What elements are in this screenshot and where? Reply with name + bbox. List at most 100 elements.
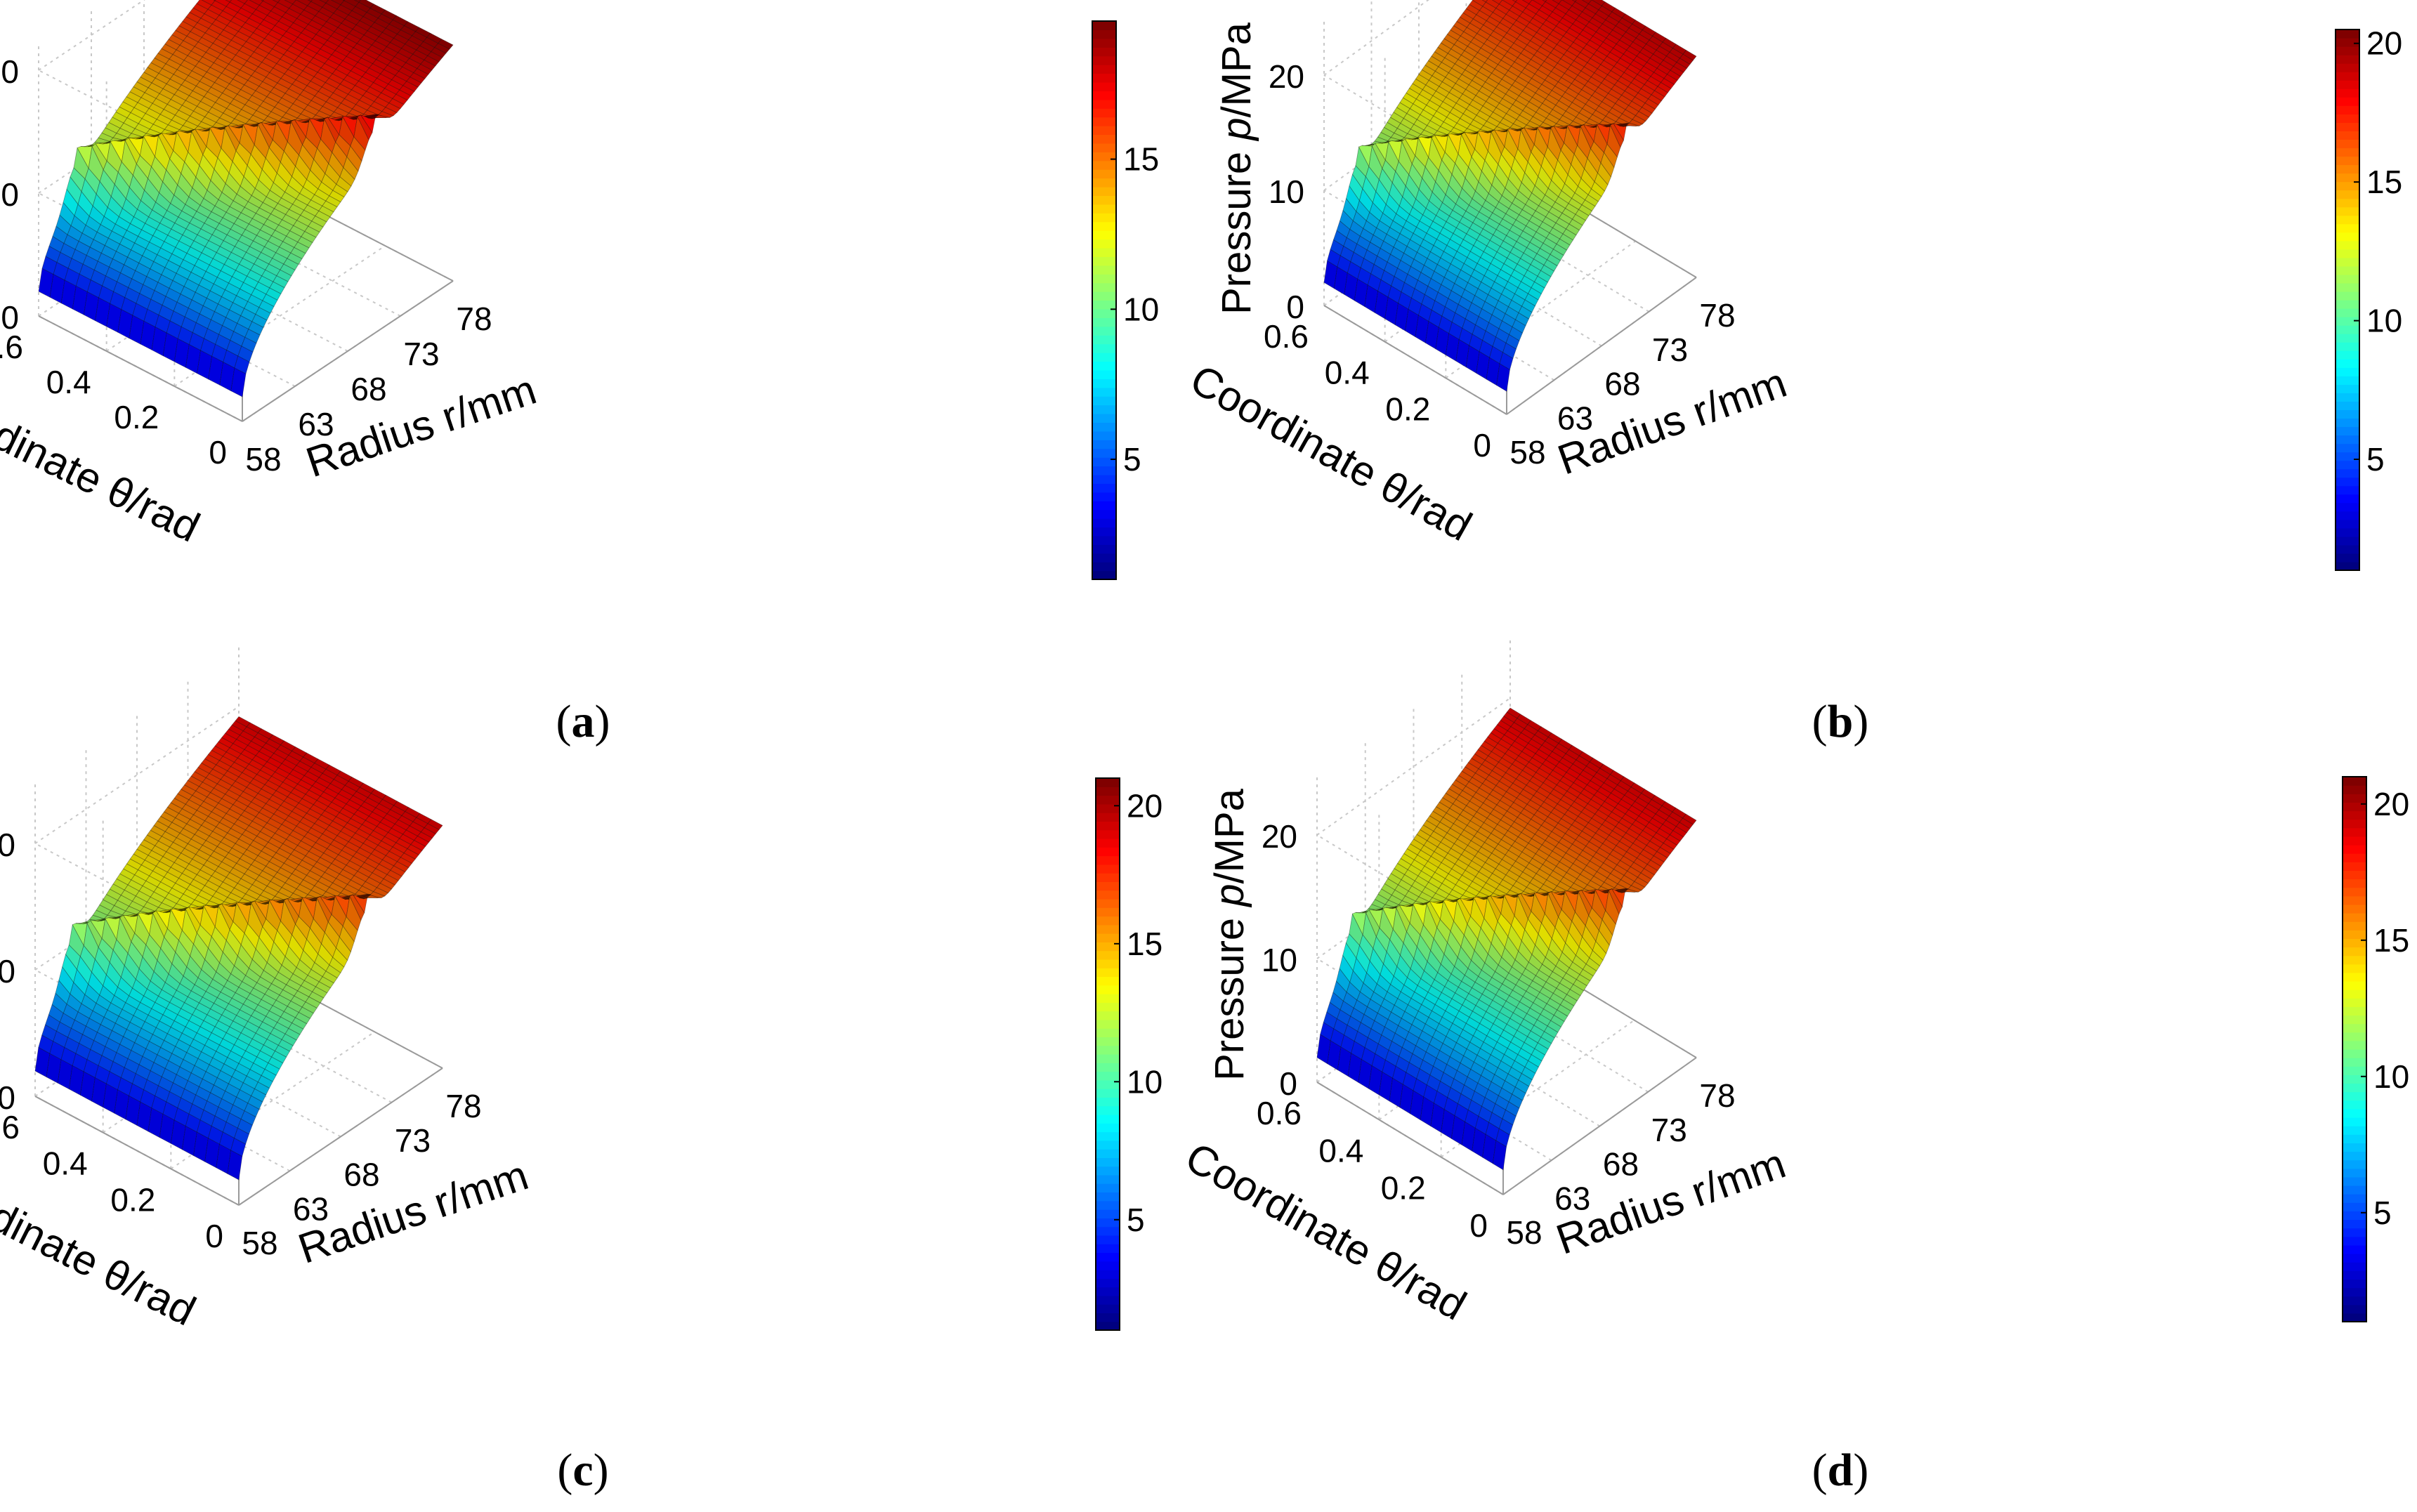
z-title-suffix: /MPa <box>1214 22 1259 117</box>
colorbar-swatch <box>1092 65 1116 74</box>
colorbar-swatch <box>2336 477 2359 487</box>
colorbar-swatch <box>1092 317 1116 327</box>
colorbar-tick-label: 20 <box>1127 787 1162 824</box>
z-tick-label: 20 <box>0 53 19 90</box>
surface-patch <box>354 0 362 3</box>
colorbar-swatch <box>1092 422 1116 432</box>
panel-b: 0 10 20 58 63 68 73 78 0 0.2 0.4 0.6 Pressure p/MPa R… <box>1183 0 2416 756</box>
colorbar-swatch <box>2336 122 2359 131</box>
colorbar-swatch <box>1096 1149 1120 1158</box>
colorbar-swatch <box>1092 300 1116 310</box>
x-tick-label: 78 <box>1699 297 1735 334</box>
z-tick-label: 0 <box>0 1079 15 1116</box>
colorbar-swatch <box>2343 870 2366 880</box>
colorbar-swatch <box>2336 418 2359 428</box>
colorbar-swatch <box>1092 152 1116 162</box>
colorbar-swatch <box>1096 1270 1120 1279</box>
colorbar-swatch <box>1096 1002 1120 1012</box>
grid-line <box>34 706 240 844</box>
colorbar-swatch <box>1092 509 1116 519</box>
surface-patch <box>1601 1 1616 13</box>
y-tick-label: 0.4 <box>1318 1132 1363 1169</box>
colorbar-swatch <box>1096 959 1120 968</box>
colorbar-swatch <box>2343 1091 2366 1101</box>
surface-patch <box>272 0 281 4</box>
colorbar-swatch <box>1092 535 1116 545</box>
colorbar-swatch <box>2336 359 2359 368</box>
colorbar-swatch <box>1096 881 1120 891</box>
colorbar-swatch <box>1092 29 1116 39</box>
axis-line <box>242 280 454 422</box>
colorbar-swatch <box>2336 325 2359 334</box>
colorbar-swatch <box>1092 195 1116 205</box>
surface-patch <box>261 0 264 1</box>
colorbar-swatch <box>1096 1304 1120 1314</box>
colorbar-swatch <box>2343 1185 2366 1195</box>
colorbar-swatch <box>2336 274 2359 284</box>
colorbar-swatch <box>2343 947 2366 956</box>
surface-patch <box>1558 0 1573 11</box>
y-tick-label: 0 <box>1473 427 1491 464</box>
colorbar-swatch <box>2336 494 2359 504</box>
colorbar-swatch <box>2343 1228 2366 1237</box>
caption-d: (d) <box>1812 1445 1869 1496</box>
colorbar-swatch <box>2343 1049 2366 1058</box>
surface-patch <box>381 9 398 20</box>
colorbar-swatch <box>1096 787 1120 796</box>
colorbar-swatch <box>2343 794 2366 803</box>
surface-patch <box>403 21 420 32</box>
surface-patch <box>416 813 432 824</box>
x-tick-label: 73 <box>1651 1112 1687 1148</box>
colorbar-swatch <box>2343 1244 2366 1254</box>
caption-b: (b) <box>1812 696 1869 747</box>
colorbar-swatch <box>2343 904 2366 914</box>
surface-patch <box>268 734 285 746</box>
colorbar-swatch <box>1096 1313 1120 1322</box>
colorbar-swatch <box>2336 435 2359 445</box>
y-tick-label: 0.6 <box>1257 1095 1302 1131</box>
colorbar-swatch <box>1096 1166 1120 1176</box>
z-title-var: p <box>1214 117 1259 141</box>
grid-line <box>1413 1013 1601 1127</box>
colorbar-swatch <box>1096 1235 1120 1244</box>
colorbar-swatch <box>1092 553 1116 563</box>
colorbar-swatch <box>1092 308 1116 318</box>
colorbar-swatch <box>2343 1040 2366 1050</box>
colorbar-swatch <box>1096 942 1120 952</box>
colorbar-swatch <box>1092 369 1116 379</box>
colorbar-swatch <box>2336 240 2359 250</box>
colorbar-swatch <box>2336 460 2359 470</box>
colorbar-tick-label: 15 <box>2366 164 2402 200</box>
z-title-prefix: Pressure <box>1214 140 1259 315</box>
x-tick-label: 73 <box>1652 331 1688 368</box>
colorbar-swatch <box>2336 131 2359 140</box>
colorbar-swatch <box>1096 1278 1120 1288</box>
surface-patch <box>225 0 232 3</box>
colorbar-swatch <box>1096 1131 1120 1141</box>
x-tick-label: 58 <box>1506 1214 1542 1251</box>
colorbar-swatch <box>2336 88 2359 98</box>
caption-c: (c) <box>557 1445 609 1496</box>
colorbar-swatch <box>2343 1194 2366 1203</box>
colorbar-swatch <box>1096 855 1120 865</box>
grid-line <box>1441 1019 1635 1158</box>
x-tick-label: 63 <box>1557 400 1593 436</box>
y-axis-title: Coordinate θ/rad <box>0 1152 203 1335</box>
colorbar-swatch <box>2343 1296 2366 1306</box>
colorbar-swatch <box>2343 1262 2366 1271</box>
x-tick-label: 68 <box>343 1157 379 1193</box>
colorbar-swatch <box>1092 361 1116 371</box>
colorbar-swatch <box>2343 777 2366 786</box>
colorbar-swatch <box>2336 114 2359 123</box>
colorbar-swatch <box>2343 853 2366 862</box>
colorbar-swatch <box>2336 257 2359 267</box>
